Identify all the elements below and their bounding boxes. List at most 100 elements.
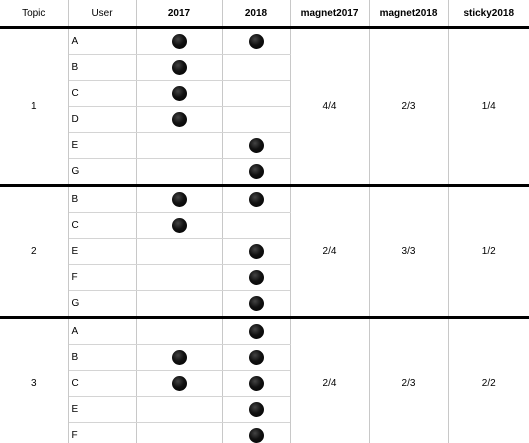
table-row: G [0, 290, 529, 319]
table-body: 1 A 4/4 2/3 1/4 B C D E G 2 B 2/4 3/3 1/2 C E F G 3 A 2/4 2/3 2… [0, 27, 529, 443]
cell-2017 [135, 132, 223, 159]
header-user: User [67, 0, 137, 29]
cell-2018 [221, 132, 290, 159]
cell-2018 [221, 27, 291, 55]
black-circle-icon [171, 112, 187, 127]
table-row: E [0, 238, 529, 265]
magnet2017-cell: 2/4 [289, 317, 370, 443]
header-row: Topic User 2017 2018 magnet2017 magnet20… [0, 0, 529, 29]
cell-2018 [221, 185, 291, 213]
black-circle-icon [248, 34, 264, 49]
table-row: F [0, 422, 529, 443]
cell-2018 [221, 54, 290, 81]
header-magnet2017: magnet2017 [289, 0, 370, 29]
table-row: C [0, 80, 529, 107]
cell-2017 [135, 54, 223, 81]
header-2017: 2017 [135, 0, 223, 29]
cell-2017 [135, 106, 223, 133]
black-circle-icon [171, 86, 187, 101]
header-sticky2018: sticky2018 [447, 0, 529, 29]
cell-2017 [135, 212, 223, 239]
user-cell: F [68, 422, 137, 443]
topic-cell: 1 [0, 27, 69, 187]
magnet2018-cell: 3/3 [368, 185, 449, 319]
black-circle-icon [248, 324, 264, 339]
user-cell: E [68, 132, 137, 159]
table-row: E [0, 396, 529, 423]
user-cell: B [68, 344, 137, 371]
magnet2017-cell: 2/4 [289, 185, 370, 319]
black-circle-icon [171, 192, 187, 207]
header-topic: Topic [0, 0, 69, 29]
cell-2018 [221, 370, 290, 397]
black-circle-icon [248, 296, 264, 311]
cell-2017 [135, 264, 223, 291]
user-cell: B [67, 185, 137, 213]
cell-2018 [221, 106, 290, 133]
sticky2018-cell: 2/2 [447, 317, 529, 443]
cell-2017 [135, 80, 223, 107]
black-circle-icon [171, 376, 187, 391]
cell-2018 [221, 290, 290, 319]
table-row: C [0, 370, 529, 397]
cell-2018 [221, 344, 290, 371]
cell-2017 [135, 238, 223, 265]
user-cell: G [68, 290, 137, 319]
topic-cell: 2 [0, 185, 69, 319]
cell-2018 [221, 212, 290, 239]
user-cell: E [68, 238, 137, 265]
user-cell: F [68, 264, 137, 291]
table-header: Topic User 2017 2018 magnet2017 magnet20… [0, 0, 529, 29]
user-cell: C [68, 212, 137, 239]
user-cell: D [68, 106, 137, 133]
cell-2018 [221, 264, 290, 291]
black-circle-icon [248, 164, 264, 179]
table-row: B [0, 54, 529, 81]
table-row: 2 B 2/4 3/3 1/2 [0, 185, 529, 319]
black-circle-icon [248, 350, 264, 365]
cell-2018 [221, 158, 290, 187]
cell-2018 [221, 396, 290, 423]
magnet2017-cell: 4/4 [289, 27, 370, 187]
user-cell: A [67, 27, 137, 55]
cell-2017 [135, 422, 223, 443]
sticky2018-cell: 1/2 [447, 185, 529, 319]
black-circle-icon [171, 218, 187, 233]
user-cell: E [68, 396, 137, 423]
user-cell: C [68, 80, 137, 107]
header-2018: 2018 [221, 0, 291, 29]
cell-2018 [221, 80, 290, 107]
cell-2017 [135, 344, 223, 371]
table-row: B [0, 344, 529, 371]
cell-2017 [135, 185, 223, 213]
table-row: G [0, 158, 529, 187]
cell-2018 [221, 422, 290, 443]
black-circle-icon [248, 244, 264, 259]
black-circle-icon [248, 428, 264, 443]
cell-2017 [135, 27, 223, 55]
user-cell: A [67, 317, 137, 345]
header-magnet2018: magnet2018 [368, 0, 449, 29]
table-row: C [0, 212, 529, 239]
table-row: D [0, 106, 529, 133]
black-circle-icon [171, 34, 187, 49]
cell-2017 [135, 370, 223, 397]
topic-cell: 3 [0, 317, 69, 443]
black-circle-icon [248, 376, 264, 391]
black-circle-icon [248, 138, 264, 153]
cell-2017 [135, 396, 223, 423]
black-circle-icon [248, 402, 264, 417]
table-row: 1 A 4/4 2/3 1/4 [0, 27, 529, 187]
magnet2018-cell: 2/3 [368, 317, 449, 443]
black-circle-icon [171, 60, 187, 75]
black-circle-icon [248, 270, 264, 285]
black-circle-icon [248, 192, 264, 207]
user-cell: B [68, 54, 137, 81]
cell-2017 [135, 158, 223, 187]
cell-2018 [221, 317, 291, 345]
sticky2018-cell: 1/4 [447, 27, 529, 187]
black-circle-icon [171, 350, 187, 365]
cell-2017 [135, 317, 223, 345]
magnet2018-cell: 2/3 [368, 27, 449, 187]
